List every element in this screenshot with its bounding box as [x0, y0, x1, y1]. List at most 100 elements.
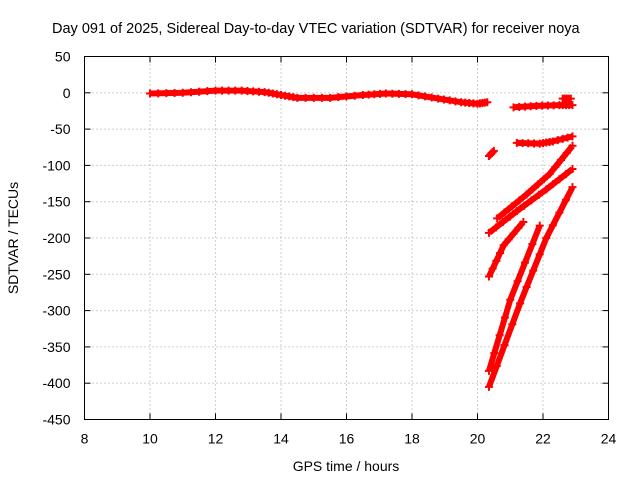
series-segment-h-markers — [484, 221, 544, 375]
data-point — [555, 175, 564, 184]
data-point — [492, 256, 501, 265]
data-point — [504, 235, 513, 244]
data-point — [342, 92, 351, 101]
data-point — [516, 299, 525, 308]
data-point — [488, 148, 497, 157]
data-point — [551, 163, 560, 172]
data-point — [509, 229, 518, 238]
data-point — [334, 93, 343, 102]
y-tick-label: -250 — [42, 266, 70, 282]
data-point — [499, 241, 508, 250]
data-point — [326, 93, 335, 102]
x-tick-label: 24 — [601, 431, 617, 447]
x-axis-label: GPS time / hours — [293, 458, 400, 474]
data-point — [535, 250, 544, 259]
y-tick-label: -450 — [42, 412, 70, 428]
x-tick-label: 22 — [535, 431, 551, 447]
data-point — [490, 349, 499, 358]
data-point — [492, 361, 501, 370]
series-layer — [146, 86, 577, 391]
data-point — [484, 228, 493, 237]
data-point — [495, 331, 504, 340]
data-point — [203, 87, 212, 96]
data-point — [520, 258, 529, 267]
data-point — [548, 137, 557, 146]
data-point — [534, 180, 543, 189]
data-point — [522, 190, 531, 199]
data-point — [548, 180, 557, 189]
y-tick-label: -100 — [42, 157, 70, 173]
data-point — [566, 94, 575, 103]
data-point — [542, 185, 551, 194]
series-segment-a-markers — [484, 146, 498, 160]
data-point — [529, 266, 538, 275]
data-point — [553, 136, 562, 145]
series-segment-c-markers — [558, 94, 575, 103]
data-point — [491, 223, 500, 232]
data-point — [414, 91, 423, 100]
data-point — [488, 264, 497, 273]
data-point — [154, 89, 163, 98]
data-point — [170, 88, 179, 97]
tick-labels: 8 10 12 14 16 18 20 22 24 50 0 -50 -100 -150 -200 -250 -… — [42, 49, 616, 447]
y-tick-label: -200 — [42, 230, 70, 246]
data-point — [561, 195, 570, 204]
data-point — [519, 218, 528, 227]
data-point — [527, 196, 536, 205]
series-segment-b-markers — [509, 101, 577, 112]
data-point — [514, 223, 523, 232]
data-point — [309, 93, 318, 102]
x-tick-label: 16 — [339, 431, 355, 447]
y-tick-label: -300 — [42, 303, 70, 319]
data-point — [545, 170, 554, 179]
series-segment-g-markers — [484, 218, 528, 281]
series-main-trace-markers — [146, 86, 492, 108]
data-point — [178, 88, 187, 97]
data-point — [483, 98, 492, 107]
data-point — [508, 320, 517, 329]
x-tick-label: 14 — [273, 431, 289, 447]
grid — [84, 56, 609, 420]
data-point — [539, 175, 548, 184]
data-point — [568, 165, 577, 174]
y-tick-label: -150 — [42, 194, 70, 210]
data-point — [562, 148, 571, 157]
data-point — [500, 208, 509, 217]
series-segment-i-markers — [484, 183, 577, 391]
y-tick-label: -50 — [50, 121, 70, 137]
x-tick-label: 20 — [470, 431, 486, 447]
data-point — [484, 272, 493, 281]
data-point — [555, 208, 564, 217]
data-point — [146, 89, 154, 98]
data-point — [427, 93, 436, 102]
data-point — [561, 170, 570, 179]
data-point — [498, 218, 507, 227]
data-point — [557, 155, 566, 164]
y-tick-label: -400 — [42, 375, 70, 391]
ticks — [84, 56, 609, 420]
data-point — [528, 240, 537, 249]
data-point — [515, 196, 524, 205]
data-point — [568, 183, 577, 192]
data-point — [350, 91, 359, 100]
data-point — [535, 221, 544, 230]
data-point — [500, 313, 509, 322]
chart-title: Day 091 of 2025, Sidereal Day-to-day VTE… — [52, 21, 581, 37]
data-point — [408, 90, 416, 99]
y-axis-label: SDTVAR / TECUs — [5, 182, 21, 294]
data-point — [534, 190, 543, 199]
data-point — [489, 146, 498, 155]
series-segment-f-markers — [484, 165, 577, 237]
data-point — [505, 212, 514, 221]
data-point — [493, 214, 502, 223]
data-point — [528, 185, 537, 194]
data-point — [520, 201, 529, 210]
data-point — [568, 101, 577, 110]
data-point — [317, 93, 326, 102]
data-point — [301, 93, 310, 102]
data-point — [496, 249, 505, 258]
y-tick-label: 50 — [55, 49, 71, 65]
data-point — [195, 87, 204, 96]
data-point — [522, 283, 531, 292]
